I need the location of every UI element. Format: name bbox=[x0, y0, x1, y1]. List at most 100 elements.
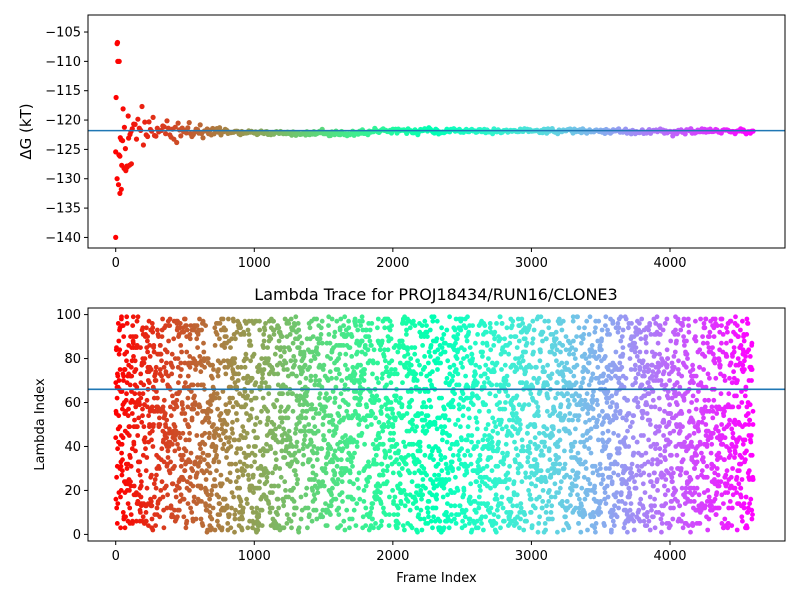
lambda-point bbox=[579, 340, 584, 346]
lambda-point bbox=[159, 446, 165, 452]
lambda-point bbox=[219, 525, 225, 531]
lambda-point bbox=[293, 426, 299, 432]
lambda-point bbox=[167, 470, 173, 476]
lambda-point bbox=[242, 364, 248, 370]
lambda-point bbox=[317, 336, 323, 342]
lambda-point bbox=[326, 332, 332, 337]
lambda-point bbox=[698, 380, 704, 386]
lambda-point bbox=[312, 356, 318, 361]
lambda-point bbox=[354, 439, 360, 445]
lambda-point bbox=[388, 336, 394, 342]
lambda-point bbox=[289, 525, 294, 531]
lambda-point bbox=[680, 323, 686, 328]
lambda-point bbox=[209, 516, 215, 522]
lambda-point bbox=[649, 373, 655, 379]
lambda-point bbox=[549, 503, 555, 509]
lambda-point bbox=[326, 323, 331, 328]
lambda-point bbox=[610, 321, 616, 326]
lambda-point bbox=[609, 527, 614, 533]
lambda-point bbox=[513, 446, 519, 452]
lambda-point bbox=[321, 433, 326, 438]
lambda-point bbox=[115, 501, 121, 506]
lambda-point bbox=[698, 316, 703, 322]
lambda-point bbox=[443, 477, 449, 482]
lambda-point bbox=[587, 314, 593, 320]
lambda-point bbox=[373, 415, 378, 421]
lambda-point bbox=[639, 316, 645, 322]
lambda-point bbox=[629, 470, 635, 476]
lambda-point bbox=[313, 406, 318, 412]
lambda-point bbox=[627, 492, 633, 498]
lambda-point bbox=[253, 444, 258, 449]
lambda-point bbox=[493, 492, 499, 498]
lambda-point bbox=[498, 336, 503, 342]
lambda-point bbox=[284, 521, 290, 526]
lambda-point bbox=[538, 314, 544, 320]
lambda-point bbox=[154, 472, 159, 478]
lambda-point bbox=[634, 472, 639, 478]
lambda-point bbox=[387, 494, 392, 500]
lambda-point bbox=[677, 428, 683, 434]
lambda-point bbox=[153, 378, 159, 383]
lambda-point bbox=[604, 378, 609, 383]
lambda-point bbox=[172, 463, 177, 469]
lambda-point bbox=[438, 457, 444, 463]
lambda-point bbox=[435, 461, 441, 467]
lambda-point bbox=[332, 395, 338, 401]
lambda-point bbox=[602, 490, 608, 495]
lambda-point bbox=[656, 510, 662, 515]
lambda-point bbox=[615, 321, 621, 326]
lambda-point bbox=[525, 459, 531, 465]
lambda-point bbox=[721, 413, 727, 419]
lambda-point bbox=[300, 446, 306, 452]
lambda-point bbox=[477, 452, 483, 458]
lambda-point bbox=[415, 358, 420, 364]
lambda-point bbox=[426, 360, 431, 366]
lambda-point bbox=[170, 364, 176, 370]
lambda-point bbox=[632, 367, 638, 372]
lambda-point bbox=[202, 441, 208, 447]
lambda-point bbox=[352, 450, 357, 456]
lambda-point bbox=[686, 329, 692, 335]
lambda-point bbox=[185, 404, 191, 410]
lambda-point bbox=[587, 417, 592, 423]
lambda-point bbox=[332, 430, 338, 436]
lambda-point bbox=[536, 521, 542, 526]
lambda-point bbox=[194, 323, 200, 328]
lambda-point bbox=[613, 408, 619, 414]
lambda-point bbox=[696, 428, 701, 434]
lambda-point bbox=[434, 477, 440, 482]
lambda-point bbox=[305, 525, 310, 531]
lambda-point bbox=[380, 428, 386, 434]
lambda-point bbox=[195, 345, 201, 350]
lambda-point bbox=[271, 332, 277, 337]
lambda-point bbox=[179, 367, 184, 372]
lambda-point bbox=[207, 510, 213, 515]
lambda-point bbox=[292, 430, 298, 436]
lambda-point bbox=[416, 512, 422, 517]
lambda-point bbox=[350, 463, 355, 469]
lambda-point bbox=[458, 327, 464, 333]
lambda-point bbox=[387, 415, 393, 421]
dg-point bbox=[114, 176, 120, 182]
lambda-point bbox=[334, 375, 339, 381]
lambda-point bbox=[217, 512, 223, 517]
lambda-point bbox=[483, 426, 489, 432]
lambda-point bbox=[518, 516, 523, 522]
lambda-point bbox=[502, 518, 507, 524]
lambda-point bbox=[453, 474, 458, 480]
lambda-point bbox=[617, 408, 623, 414]
lambda-point bbox=[694, 485, 700, 491]
lambda-point bbox=[415, 413, 421, 419]
lambda-point bbox=[132, 391, 138, 397]
lambda-point bbox=[149, 472, 154, 478]
lambda-point bbox=[577, 402, 583, 408]
lambda-point bbox=[560, 343, 566, 348]
lambda-point bbox=[327, 428, 332, 434]
lambda-point bbox=[615, 329, 621, 335]
lambda-point bbox=[697, 441, 703, 447]
lambda-point bbox=[235, 364, 241, 370]
lambda-point bbox=[134, 384, 140, 390]
lambda-point bbox=[251, 351, 257, 357]
